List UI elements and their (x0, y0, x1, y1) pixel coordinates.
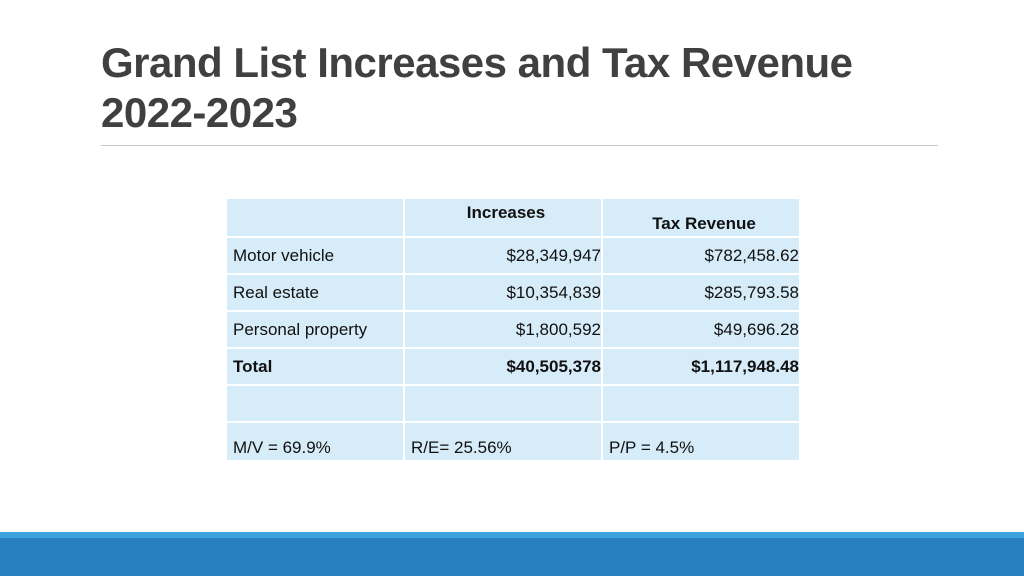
slide-title-line-1: Grand List Increases and Tax Revenue (101, 39, 853, 86)
footer-accent-stripe (0, 532, 1024, 538)
row-increases: $28,349,947 (405, 238, 601, 273)
total-tax-revenue: $1,117,948.48 (603, 349, 799, 384)
footer-band (0, 538, 1024, 576)
total-increases: $40,505,378 (405, 349, 601, 384)
slide-title: Grand List Increases and Tax Revenue 202… (101, 38, 961, 138)
header-cell-empty (227, 199, 403, 236)
table-total-row: Total $40,505,378 $1,117,948.48 (227, 349, 799, 384)
table-ratio-row: M/V = 69.9% R/E= 25.56% P/P = 4.5% (227, 423, 799, 460)
row-tax-revenue: $782,458.62 (603, 238, 799, 273)
row-tax-revenue: $49,696.28 (603, 312, 799, 347)
table-header-row: Increases Tax Revenue (227, 199, 799, 236)
row-label: Motor vehicle (227, 238, 403, 273)
slide-title-line-2: 2022-2023 (101, 89, 298, 136)
table-spacer-row (227, 386, 799, 421)
row-increases: $10,354,839 (405, 275, 601, 310)
table-row: Real estate $10,354,839 $285,793.58 (227, 275, 799, 310)
ratio-motor-vehicle: M/V = 69.9% (227, 423, 403, 460)
table-row: Motor vehicle $28,349,947 $782,458.62 (227, 238, 799, 273)
ratio-real-estate: R/E= 25.56% (405, 423, 601, 460)
row-label: Personal property (227, 312, 403, 347)
header-cell-increases: Increases (405, 199, 601, 236)
spacer-cell (603, 386, 799, 421)
row-label: Real estate (227, 275, 403, 310)
header-cell-tax-revenue: Tax Revenue (603, 199, 799, 236)
title-divider (101, 145, 938, 146)
spacer-cell (227, 386, 403, 421)
ratio-personal-property: P/P = 4.5% (603, 423, 799, 460)
spacer-cell (405, 386, 601, 421)
row-increases: $1,800,592 (405, 312, 601, 347)
grand-list-table: Increases Tax Revenue Motor vehicle $28,… (225, 197, 801, 462)
total-label: Total (227, 349, 403, 384)
table-row: Personal property $1,800,592 $49,696.28 (227, 312, 799, 347)
row-tax-revenue: $285,793.58 (603, 275, 799, 310)
